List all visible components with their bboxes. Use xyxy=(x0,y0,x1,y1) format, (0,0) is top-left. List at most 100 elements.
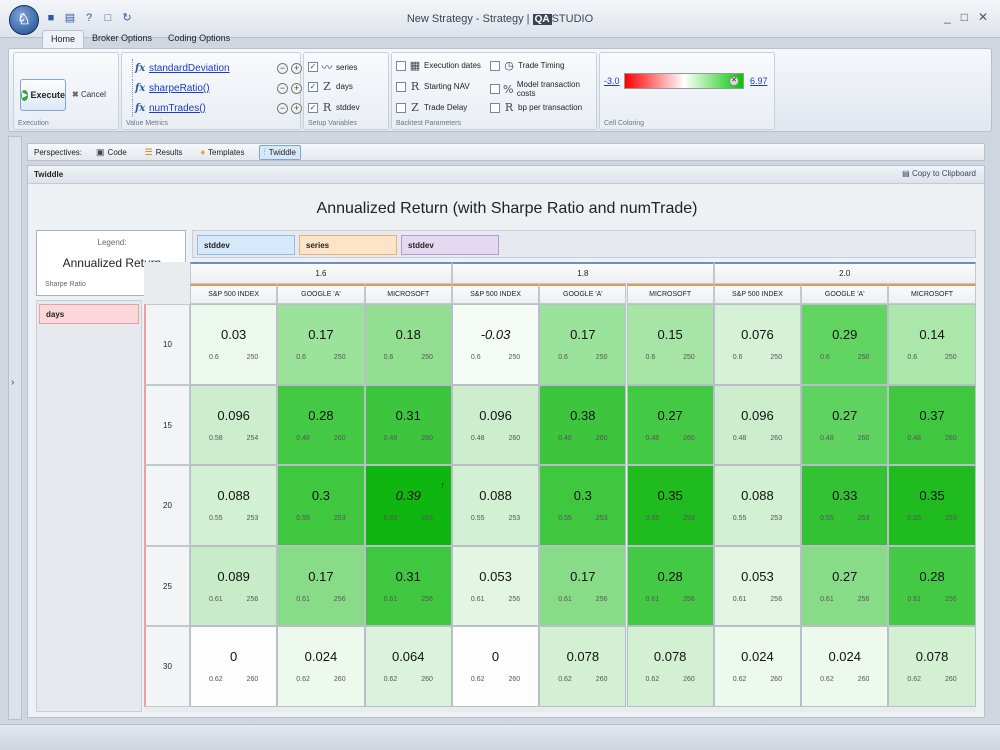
perspective-code[interactable]: ▣ Code xyxy=(96,146,127,157)
save-icon[interactable]: ■ xyxy=(47,12,55,24)
result-cell[interactable]: 0.28 0.61 256 xyxy=(626,545,714,626)
remove-metric-button[interactable]: − xyxy=(277,82,288,94)
param-trade-timing[interactable]: ◷ Trade Timing xyxy=(490,59,564,72)
result-cell[interactable]: 0.053 0.61 256 xyxy=(713,545,802,626)
remove-metric-button[interactable]: − xyxy=(277,102,288,114)
help-icon[interactable]: ? xyxy=(85,12,93,24)
close-button[interactable]: ✕ xyxy=(977,10,988,24)
copy-to-clipboard-button[interactable]: ▤ Copy to Clipboard xyxy=(902,169,976,178)
checkbox[interactable] xyxy=(490,102,500,113)
result-cell[interactable]: 0.33 0.55 253 xyxy=(801,465,889,546)
result-cell[interactable]: 0.088 0.55 253 xyxy=(190,465,278,546)
checkbox[interactable] xyxy=(490,84,500,94)
color-min-link[interactable]: -3.0 xyxy=(604,76,620,86)
result-cell[interactable]: 0.024 0.62 260 xyxy=(277,626,365,707)
param-execution-dates[interactable]: ▦ Execution dates xyxy=(396,59,481,72)
new-document-icon[interactable]: □ xyxy=(104,12,112,24)
result-cell[interactable]: 0.31 0.48 260 xyxy=(364,384,452,465)
checkbox[interactable]: ✓ xyxy=(308,62,318,72)
result-cell[interactable]: 0.29 0.6 250 xyxy=(801,304,889,385)
execute-button[interactable]: ▶ Execute xyxy=(20,79,66,111)
checkbox[interactable] xyxy=(396,102,406,113)
perspective-results[interactable]: ☰ Results xyxy=(144,146,183,157)
metric-link-sharpe-ratio[interactable]: sharpeRatio() xyxy=(149,82,210,94)
result-cell[interactable]: 0.15 0.6 250 xyxy=(626,304,714,385)
result-cell[interactable]: 0.14 0.6 250 xyxy=(888,304,976,385)
result-cell[interactable]: 0.17 0.61 256 xyxy=(277,545,365,626)
result-cell[interactable]: 0.39 0.55 253 ↑ xyxy=(364,465,452,546)
minimize-button[interactable]: _ xyxy=(944,10,951,24)
checkbox[interactable]: ✓ xyxy=(308,102,318,113)
result-cell[interactable]: 0.024 0.62 260 xyxy=(713,626,802,707)
remove-metric-button[interactable]: − xyxy=(277,62,288,74)
chevron-right-icon[interactable]: › xyxy=(11,377,15,388)
cancel-button[interactable]: ✖ Cancel xyxy=(72,90,106,99)
result-cell[interactable]: 0.076 0.6 250 xyxy=(713,304,802,385)
result-cell[interactable]: 0.078 0.62 260 xyxy=(626,626,714,707)
param-bp-per-transaction[interactable]: R bp per transaction xyxy=(490,101,582,114)
result-cell[interactable]: 0.089 0.61 256 xyxy=(190,545,278,626)
row-variable-chip[interactable]: days xyxy=(39,304,139,324)
result-cell[interactable]: 0.35 0.55 253 xyxy=(888,465,976,546)
checkbox[interactable] xyxy=(396,81,406,92)
result-cell[interactable]: 0.088 0.55 253 xyxy=(451,465,540,546)
metric-link-standard-deviation[interactable]: standardDeviation xyxy=(149,62,230,74)
result-cell[interactable]: 0 0.62 260 xyxy=(451,626,540,707)
app-logo-icon[interactable]: ♘ xyxy=(9,5,39,35)
result-cell[interactable]: 0.17 0.6 250 xyxy=(277,304,365,385)
result-cell[interactable]: 0.03 0.6 250 xyxy=(190,304,278,385)
add-metric-button[interactable]: + xyxy=(291,82,302,94)
result-cell[interactable]: 0.3 0.55 253 xyxy=(277,465,365,546)
perspective-templates[interactable]: ♦ Templates xyxy=(200,147,245,157)
column-variable-chip[interactable]: series xyxy=(299,235,397,255)
result-cell[interactable]: -0.03 0.6 250 xyxy=(451,304,540,385)
result-cell[interactable]: 0.31 0.61 256 xyxy=(364,545,452,626)
result-cell[interactable]: 0.088 0.55 253 xyxy=(713,465,802,546)
result-cell[interactable]: 0 0.62 260 xyxy=(190,626,278,707)
result-cell[interactable]: 0.28 0.61 256 xyxy=(888,545,976,626)
column-variable-chip[interactable]: stddev xyxy=(197,235,295,255)
result-cell[interactable]: 0.053 0.61 256 xyxy=(451,545,540,626)
result-cell[interactable]: 0.096 0.48 260 xyxy=(713,384,802,465)
setup-variable-stddev[interactable]: ✓ R stddev xyxy=(308,101,360,114)
tab-home[interactable]: Home xyxy=(42,30,85,48)
color-max-link[interactable]: 6.97 xyxy=(750,76,768,86)
add-metric-button[interactable]: + xyxy=(291,102,302,114)
param-starting-nav[interactable]: R Starting NAV xyxy=(396,80,470,93)
result-cell[interactable]: 0.078 0.62 260 xyxy=(539,626,627,707)
result-cell[interactable]: 0.17 0.6 250 xyxy=(539,304,627,385)
result-cell[interactable]: 0.3 0.55 253 xyxy=(539,465,627,546)
maximize-button[interactable]: □ xyxy=(960,10,968,24)
result-cell[interactable]: 0.35 0.55 253 xyxy=(626,465,714,546)
result-cell[interactable]: 0.38 0.48 260 xyxy=(539,384,627,465)
refresh-icon[interactable]: ↻ xyxy=(122,12,132,24)
color-gradient-bar[interactable]: ✕ xyxy=(624,73,744,89)
result-cell[interactable]: 0.28 0.48 260 xyxy=(277,384,365,465)
tab-broker-options[interactable]: Broker Options xyxy=(92,33,153,43)
checkbox[interactable] xyxy=(490,60,500,71)
result-cell[interactable]: 0.096 0.58 254 xyxy=(190,384,278,465)
print-icon[interactable]: ▤ xyxy=(64,12,76,24)
result-cell[interactable]: 0.27 0.48 260 xyxy=(801,384,889,465)
checkbox[interactable] xyxy=(396,60,406,71)
perspective-twiddle[interactable]: ⫶ Twiddle xyxy=(258,144,301,160)
checkbox[interactable]: ✓ xyxy=(308,81,318,92)
param-model-transaction-costs[interactable]: % Model transaction costs xyxy=(490,80,596,98)
setup-variable-days[interactable]: ✓ Z days xyxy=(308,80,353,93)
result-cell[interactable]: 0.078 0.62 260 xyxy=(888,626,976,707)
result-cell[interactable]: 0.024 0.62 260 xyxy=(801,626,889,707)
collapsed-side-panel[interactable]: › xyxy=(8,136,22,720)
param-trade-delay[interactable]: Z Trade Delay xyxy=(396,101,467,114)
result-cell[interactable]: 0.096 0.48 260 xyxy=(451,384,540,465)
result-cell[interactable]: 0.27 0.61 256 xyxy=(801,545,889,626)
result-cell[interactable]: 0.064 0.62 260 xyxy=(364,626,452,707)
result-cell[interactable]: 0.18 0.6 250 xyxy=(364,304,452,385)
column-variable-chip[interactable]: stddev xyxy=(401,235,499,255)
result-cell[interactable]: 0.37 0.48 260 xyxy=(888,384,976,465)
add-metric-button[interactable]: + xyxy=(291,62,302,74)
tab-coding-options[interactable]: Coding Options xyxy=(168,33,231,43)
result-cell[interactable]: 0.27 0.48 260 xyxy=(626,384,714,465)
result-cell[interactable]: 0.17 0.61 256 xyxy=(539,545,627,626)
close-icon[interactable]: ✕ xyxy=(729,76,739,86)
setup-variable-series[interactable]: ✓ 〰 series xyxy=(308,61,358,74)
